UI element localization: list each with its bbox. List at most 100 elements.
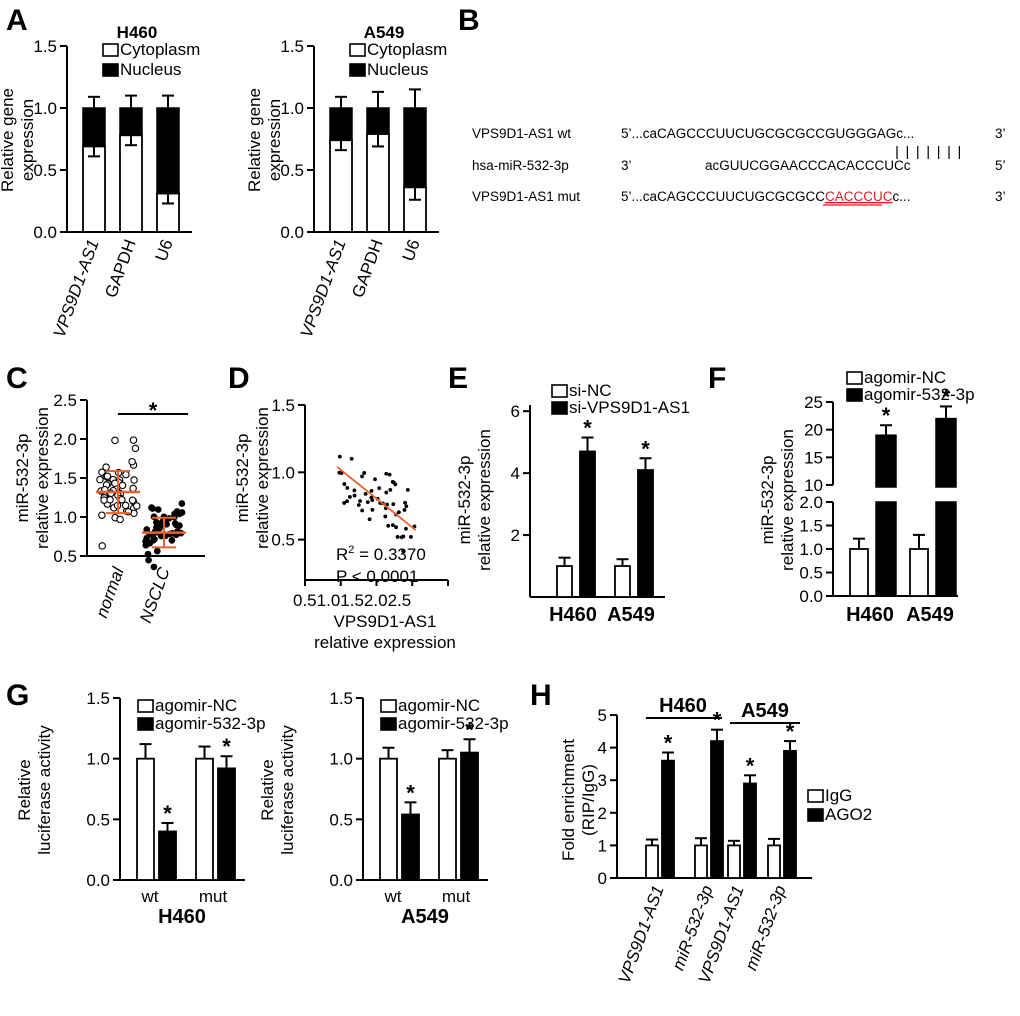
panel-c-y-label: miR-532-3prelative expression — [13, 407, 52, 549]
panel-label-g: G — [6, 679, 29, 712]
panel-g2-y-tick-label: 1.0 — [329, 750, 353, 769]
panel-c-y-tick-label: 1.0 — [53, 508, 77, 527]
panel-d-data-point — [352, 488, 357, 493]
panel-h-legend-swatch — [807, 808, 824, 822]
mut-sequence-tail: c... — [893, 189, 911, 204]
panel-h-bar-ago2 — [661, 759, 675, 879]
panel-d-data-point — [369, 495, 374, 500]
panel-h-bar-igg — [645, 844, 659, 879]
panel-d-data-point — [356, 503, 361, 507]
panel-e-y-tick-label: 6 — [511, 402, 520, 421]
panel-f-legend-label: agomir-NC — [864, 368, 946, 387]
panel-c-data-point — [121, 501, 130, 510]
panel-d-y-tick-label: 0.5 — [271, 531, 295, 550]
panel-d-data-point — [384, 490, 389, 495]
panel-d-y-tick-label: 1.5 — [271, 396, 295, 415]
panel-c-data-point — [98, 511, 106, 519]
panel-a2-legend-swatch — [349, 43, 366, 57]
mut-3prime: 3’ — [995, 189, 1006, 204]
panel-c-data-point — [131, 444, 140, 453]
panel-d-data-point — [401, 549, 406, 554]
panel-d-data-point — [383, 514, 388, 519]
panel-d-data-point — [384, 471, 389, 476]
panel-g2-significance: * — [465, 717, 474, 742]
panel-h-group-label: H460 — [659, 695, 707, 717]
panel-d-data-point — [388, 487, 393, 492]
panel-a1-y-tick-label: 1.0 — [33, 99, 57, 118]
panel-h-bar-igg — [694, 844, 708, 879]
panel-h-bar-ago2 — [743, 782, 757, 879]
panel-d-data-point — [345, 499, 349, 504]
mirna-sequence: acGUUCGGAACCCACACCCUCc — [705, 158, 911, 173]
panel-h-legend-label: IgG — [825, 786, 852, 805]
panel-f-legend-label: agomir-532-3p — [864, 385, 975, 404]
panel-d-data-point — [352, 493, 357, 498]
panel-f-legend-swatch — [846, 388, 863, 402]
panel-f-significance: * — [942, 384, 951, 409]
panel-a2-y-tick-label: 0.5 — [280, 161, 304, 180]
panel-c-significance: * — [149, 398, 158, 423]
panel-h-significance: * — [664, 730, 673, 755]
panel-h-bar-igg — [727, 844, 741, 879]
panel-a2-x-label: VPS9D1-AS1 — [297, 237, 350, 340]
panel-g2-legend-label: agomir-NC — [398, 696, 480, 715]
panel-a1-x-label: U6 — [151, 237, 176, 264]
panel-c-data-point — [98, 542, 106, 550]
panel-c-data-point — [118, 481, 127, 490]
panel-label-f: F — [708, 362, 726, 395]
panel-d-data-point — [358, 499, 362, 503]
panel-h-bar-ago2 — [710, 740, 724, 879]
panel-label-a: A — [6, 4, 28, 37]
panel-d-data-point — [369, 488, 374, 493]
panel-h-legend-label: AGO2 — [825, 805, 872, 824]
panel-c-x-label: normal — [92, 564, 128, 620]
panel-a1-y-tick-label: 0.5 — [33, 161, 57, 180]
panel-c-data-point — [152, 524, 160, 531]
panel-a1-legend-label: Cytoplasm — [120, 40, 200, 59]
panel-h-y-label: Fold enrichment(RIP/IgG) — [559, 739, 598, 861]
panel-a1-x-label: VPS9D1-AS1 — [50, 237, 103, 340]
panel-g2-legend-label: agomir-532-3p — [398, 714, 509, 733]
panel-g1-legend-label: agomir-NC — [155, 696, 237, 715]
panel-h-significance: * — [713, 708, 722, 733]
panel-d-data-point — [393, 482, 398, 487]
panel-c-data-point — [150, 563, 158, 571]
panel-f-bar-agomir-532-3p-lower — [935, 501, 957, 597]
panel-d-data-point — [387, 472, 392, 477]
panel-d-data-point — [402, 508, 407, 512]
panel-d-x-tick-label: 1.5 — [340, 591, 364, 610]
panel-label-d: D — [228, 362, 250, 395]
panel-c-data-point — [100, 496, 108, 504]
panel-d-data-point — [403, 500, 407, 505]
panel-a2-legend-swatch — [349, 63, 366, 77]
panel-c-data-point — [128, 457, 136, 466]
panel-h-group-label: A549 — [741, 700, 789, 722]
panel-e-y-tick-label: 2 — [511, 526, 520, 545]
panel-d-r-squared: R2 = 0.3370 — [336, 544, 426, 564]
panel-a2-legend-label: Nucleus — [367, 60, 428, 79]
panel-f-y-tick-label: 0.5 — [799, 564, 823, 583]
mirna-3prime: 3’ — [621, 158, 632, 173]
panel-d-x-tick-label: 2.0 — [364, 591, 388, 610]
panel-d-data-point — [394, 525, 399, 530]
panel-e-bar-si-vps9d1-as1 — [637, 469, 654, 598]
panel-a2-bar-nucleus — [403, 107, 427, 189]
panel-c-data-point — [148, 504, 155, 511]
panel-h-significance: * — [786, 719, 795, 744]
mut-sequence-mutated: CACCCUC — [825, 189, 893, 204]
panel-d-data-point — [370, 507, 375, 512]
mirna-5prime: 5’ — [995, 158, 1006, 173]
panel-d-data-point — [342, 482, 347, 486]
panel-c-data-point — [145, 556, 152, 564]
panel-a1-y-tick-label: 0.0 — [33, 223, 57, 242]
panel-label-c: C — [6, 362, 28, 395]
panel-h-y-tick-label: 2 — [598, 804, 607, 823]
wt-3prime: 3’ — [995, 126, 1006, 141]
panel-g2-y-tick-label: 0.5 — [329, 810, 353, 829]
panel-g2-significance: * — [406, 780, 415, 805]
panel-d-x-label-line2: relative expression — [314, 633, 456, 652]
panel-c-data-point — [133, 502, 141, 510]
panel-e-legend-label: si-VPS9D1-AS1 — [569, 398, 690, 417]
panel-c-data-point — [106, 495, 114, 504]
panel-e-significance: * — [641, 436, 650, 461]
